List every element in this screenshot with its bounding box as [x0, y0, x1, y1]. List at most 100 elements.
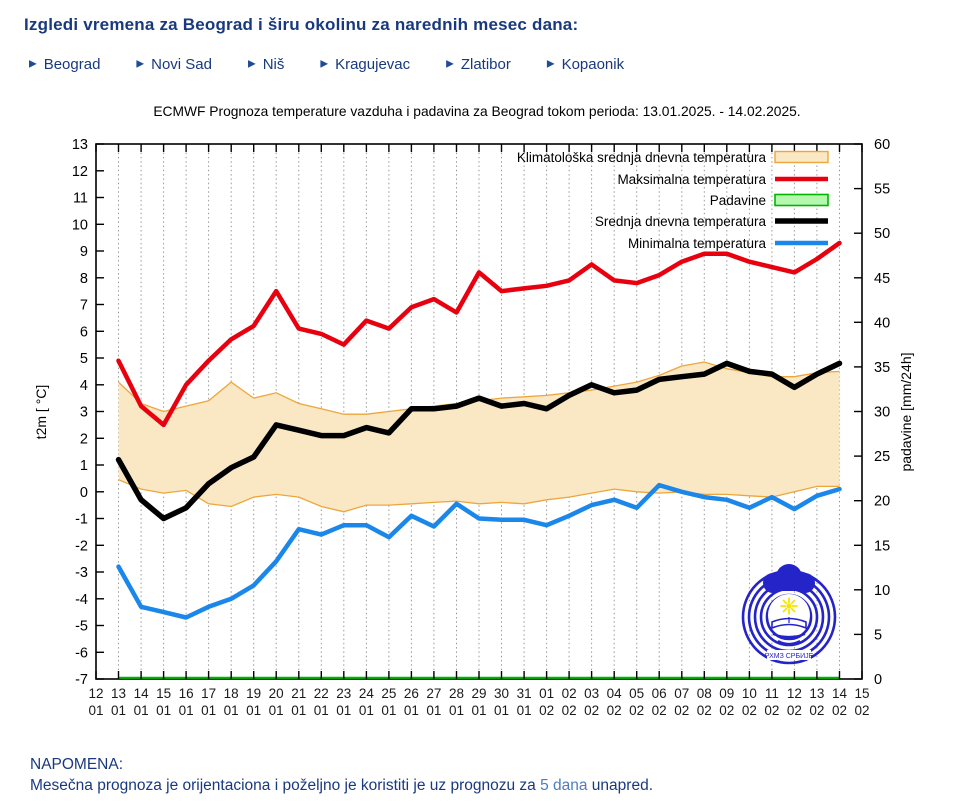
svg-text:02: 02	[787, 703, 802, 718]
svg-text:1: 1	[80, 458, 88, 474]
nav-link-label: Kragujevac	[335, 56, 411, 73]
svg-text:02: 02	[742, 703, 757, 718]
svg-text:01: 01	[291, 703, 306, 718]
svg-text:25: 25	[874, 449, 890, 465]
series-min-temp	[116, 482, 842, 620]
nav-link-zlatibor[interactable]: ▶ Zlatibor	[446, 56, 511, 73]
chart-title: ECMWF Prognoza temperature vazduha i pad…	[153, 104, 800, 119]
series-mean-temp	[115, 360, 843, 522]
svg-text:10: 10	[742, 686, 757, 701]
svg-text:06: 06	[652, 686, 667, 701]
svg-text:20: 20	[269, 686, 284, 701]
svg-text:Maksimalna temperatura: Maksimalna temperatura	[617, 172, 766, 187]
svg-text:60: 60	[874, 137, 890, 153]
svg-text:-6: -6	[75, 645, 88, 661]
chart-legend: Klimatološka srednja dnevna temperatura M…	[517, 150, 829, 251]
city-nav: ▶ Beograd ▶ Novi Sad ▶ Niš ▶ Kragujevac ▶ Zlatibo…	[29, 56, 979, 73]
svg-text:08: 08	[697, 686, 712, 701]
svg-text:12: 12	[787, 686, 802, 701]
nav-arrow-icon: ▶	[546, 58, 555, 70]
svg-text:07: 07	[674, 686, 689, 701]
svg-text:0: 0	[874, 672, 882, 688]
y-axis-right-title: padavine [mm/24h]	[898, 352, 914, 471]
y-axis-right-labels: 0 5 10 15 20 25 30 35 40 45 50 55 60	[874, 137, 890, 688]
svg-text:5: 5	[874, 627, 882, 643]
svg-text:02: 02	[764, 703, 779, 718]
nav-link-ni-[interactable]: ▶ Niš	[248, 56, 284, 73]
note-body: Mesečna prognoza je orijentaciona i pože…	[30, 775, 979, 796]
svg-text:01: 01	[359, 703, 374, 718]
svg-text:02: 02	[629, 703, 644, 718]
svg-text:-7: -7	[75, 672, 88, 688]
svg-text:19: 19	[246, 686, 261, 701]
svg-text:23: 23	[336, 686, 351, 701]
svg-text:02: 02	[562, 703, 577, 718]
svg-text:01: 01	[517, 703, 532, 718]
svg-text:15: 15	[156, 686, 171, 701]
svg-text:09: 09	[719, 686, 734, 701]
svg-text:20: 20	[874, 494, 890, 510]
svg-text:01: 01	[381, 703, 396, 718]
svg-text:10: 10	[874, 583, 890, 599]
svg-text:01: 01	[539, 686, 554, 701]
svg-text:02: 02	[832, 703, 847, 718]
page-title: Izgledi vremena za Beograd i širu okolin…	[24, 15, 579, 34]
svg-text:18: 18	[224, 686, 239, 701]
svg-text:01: 01	[314, 703, 329, 718]
svg-text:27: 27	[426, 686, 441, 701]
svg-text:17: 17	[201, 686, 216, 701]
svg-text:12: 12	[88, 686, 103, 701]
svg-text:01: 01	[471, 703, 486, 718]
svg-text:01: 01	[156, 703, 171, 718]
note-link-5-dana[interactable]: 5 dana	[540, 777, 588, 794]
svg-text:02: 02	[539, 703, 554, 718]
svg-text:30: 30	[874, 405, 890, 421]
note-text-before: Mesečna prognoza je orijentaciona i pože…	[30, 777, 541, 794]
forecast-chart-svg: ECMWF Prognoza temperature vazduha i pad…	[33, 104, 914, 718]
svg-text:РХМЗ СРБИЈЕ: РХМЗ СРБИЈЕ	[765, 653, 814, 660]
rhmz-logo: РХМЗ СРБИЈЕ	[741, 564, 837, 665]
nav-link-kragujevac[interactable]: ▶ Kragujevac	[320, 56, 410, 73]
svg-text:02: 02	[607, 703, 622, 718]
svg-text:Padavine: Padavine	[710, 193, 766, 208]
svg-text:-2: -2	[75, 538, 88, 554]
svg-text:55: 55	[874, 182, 890, 198]
svg-text:02: 02	[584, 703, 599, 718]
nav-arrow-icon: ▶	[29, 58, 37, 70]
svg-text:04: 04	[607, 686, 623, 701]
svg-text:02: 02	[719, 703, 734, 718]
svg-text:40: 40	[874, 315, 890, 331]
svg-text:22: 22	[314, 686, 329, 701]
svg-text:50: 50	[874, 226, 890, 242]
svg-text:01: 01	[224, 703, 239, 718]
series-max-temp	[116, 240, 842, 428]
note-text-after: unapred.	[587, 777, 653, 794]
nav-arrow-icon: ▶	[320, 58, 329, 70]
nav-link-novi-sad[interactable]: ▶ Novi Sad	[136, 56, 212, 73]
svg-text:01: 01	[246, 703, 261, 718]
svg-text:2: 2	[80, 431, 88, 447]
svg-text:Srednja dnevna temperatura: Srednja dnevna temperatura	[595, 214, 767, 229]
svg-text:7: 7	[80, 298, 88, 314]
svg-text:30: 30	[494, 686, 509, 701]
sun-icon	[780, 597, 798, 615]
svg-text:13: 13	[72, 137, 88, 153]
svg-text:8: 8	[80, 271, 88, 287]
nav-link-kopaonik[interactable]: ▶ Kopaonik	[547, 56, 624, 73]
svg-text:35: 35	[874, 360, 890, 376]
svg-text:4: 4	[80, 378, 88, 394]
svg-text:01: 01	[134, 703, 149, 718]
svg-text:13: 13	[111, 686, 126, 701]
svg-text:02: 02	[652, 703, 667, 718]
svg-text:01: 01	[426, 703, 441, 718]
svg-text:01: 01	[88, 703, 103, 718]
header: Izgledi vremena za Beograd i širu okolin…	[0, 0, 979, 73]
svg-text:-3: -3	[75, 565, 88, 581]
svg-text:02: 02	[562, 686, 577, 701]
axis-ticks	[95, 143, 863, 680]
x-axis-labels: 12 01 13 01 14 01 15 01 16 01 17 01 18 01 19 01 20 01 21 01…	[88, 686, 869, 718]
svg-text:02: 02	[854, 703, 869, 718]
y-axis-left-title: t2m [ °C]	[33, 385, 49, 440]
nav-link-beograd[interactable]: ▶ Beograd	[29, 56, 100, 73]
